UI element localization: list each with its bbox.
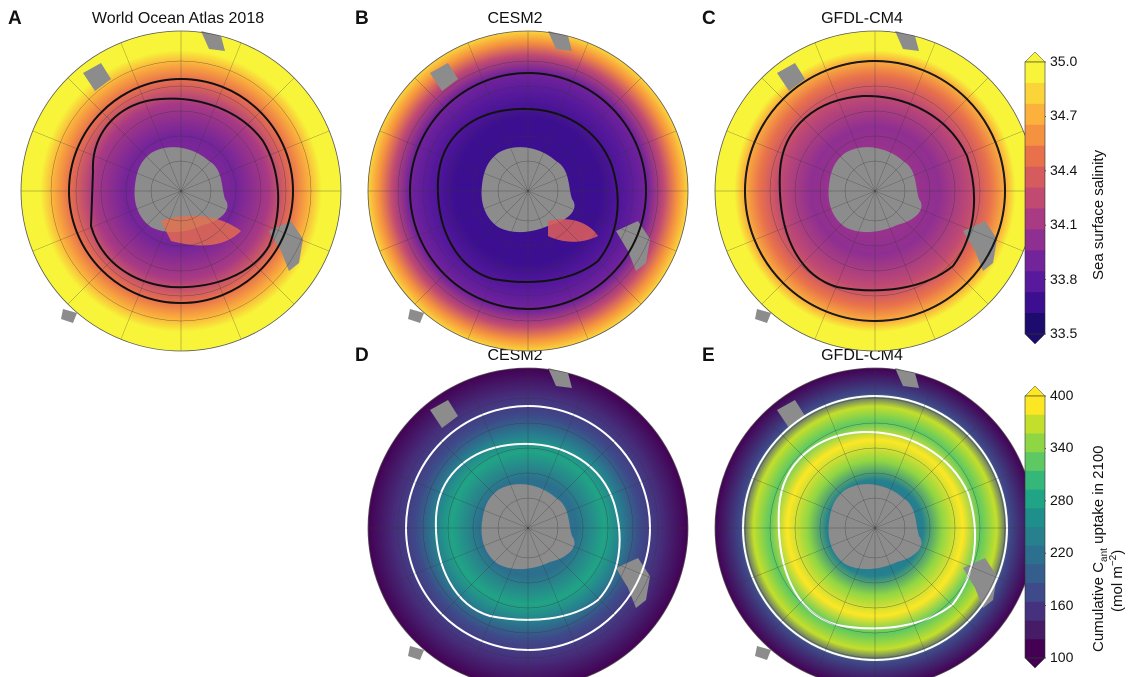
colorbar-salinity [1024,52,1046,344]
panel-letter-b: B [355,8,369,29]
colorbar-salinity-tick-label: 34.4 [1050,161,1078,178]
colorbar-salinity-segment [1025,292,1045,314]
colorbar-uptake-segment [1025,527,1045,547]
colorbar-salinity-segment [1025,271,1045,293]
colorbar-uptake-segment [1025,508,1045,528]
colorbar-salinity-label: Sea surface salinity [1090,149,1107,280]
panel-letter-d: D [355,345,369,366]
colorbar-uptake-tick-label: 220 [1050,544,1074,561]
colorbar-salinity-segment [1025,82,1045,105]
colorbar-uptake-segment [1025,433,1045,453]
colorbar-uptake-label: Cumulative Cant uptake in 2100 [1090,445,1110,652]
colorbar-salinity-tick-label: 34.1 [1050,216,1078,233]
colorbar-salinity-tick-label: 33.5 [1050,325,1078,341]
map-e-uptake-gfdl-cm4 [714,367,1036,677]
colorbar-salinity-extend-top [1024,52,1046,63]
panel-title-c: GFDL-CM4 [821,10,903,27]
colorbar-salinity-segment [1025,208,1045,230]
colorbar-salinity-frame [1024,61,1046,335]
colorbar-uptake-tick-label: 160 [1050,596,1074,613]
colorbar-uptake-tick-label: 280 [1050,491,1074,508]
colorbar-salinity-extend-bottom [1024,333,1046,344]
colorbar-salinity-segment [1025,145,1045,168]
panel-title-e: GFDL-CM4 [821,347,903,364]
panel-letter-e: E [702,345,715,366]
colorbar-uptake-segment [1025,620,1045,640]
panel-letter-c: C [702,8,716,29]
colorbar-uptake-segment [1025,452,1045,472]
colorbar-salinity-segment [1025,103,1045,126]
colorbar-salinity-segment [1025,250,1045,272]
colorbar-salinity-tick-label: 34.7 [1050,107,1078,124]
map-c-salinity-gfdl-cm4 [714,30,1036,352]
colorbar-uptake-tick-label: 100 [1050,649,1074,665]
colorbar-uptake-frame [1024,395,1046,659]
colorbar-uptake-segment [1025,564,1045,584]
colorbar-uptake-tick-label: 340 [1050,439,1074,456]
panel-title-b: CESM2 [487,10,543,27]
map-a-salinity-woa [20,30,342,352]
colorbar-salinity-segment [1025,187,1045,209]
colorbar-uptake-segment [1025,545,1045,565]
colorbar-uptake-segment [1025,639,1045,659]
colorbar-uptake-tick-label: 400 [1050,387,1074,403]
colorbar-uptake-extend-top [1024,386,1046,397]
colorbar-uptake-segment [1025,489,1045,509]
map-d-uptake-cesm2 [367,367,689,677]
colorbar-uptake-extend-bottom [1024,657,1046,668]
colorbar-uptake-segment [1025,601,1045,622]
colorbar-salinity-segment [1025,166,1045,189]
colorbar-uptake-segment [1025,583,1045,603]
colorbar-uptake-segment [1025,470,1045,491]
colorbar-salinity-segment [1025,313,1045,335]
colorbar-uptake-segment [1025,396,1045,416]
colorbar-uptake-units: (mol m−2) [1108,549,1126,612]
panel-letter-a: A [8,8,22,29]
colorbar-salinity-tick-label: 35.0 [1050,53,1078,69]
colorbar-salinity-segment [1025,124,1045,147]
colorbar-salinity-segment [1025,229,1045,251]
colorbar-uptake-segment [1025,414,1045,434]
colorbar-salinity-segment [1025,62,1045,84]
colorbar-salinity-tick-label: 33.8 [1050,270,1078,287]
colorbar-uptake [1024,386,1046,668]
map-b-salinity-cesm2 [367,30,689,352]
panel-title-a: World Ocean Atlas 2018 [91,10,265,27]
